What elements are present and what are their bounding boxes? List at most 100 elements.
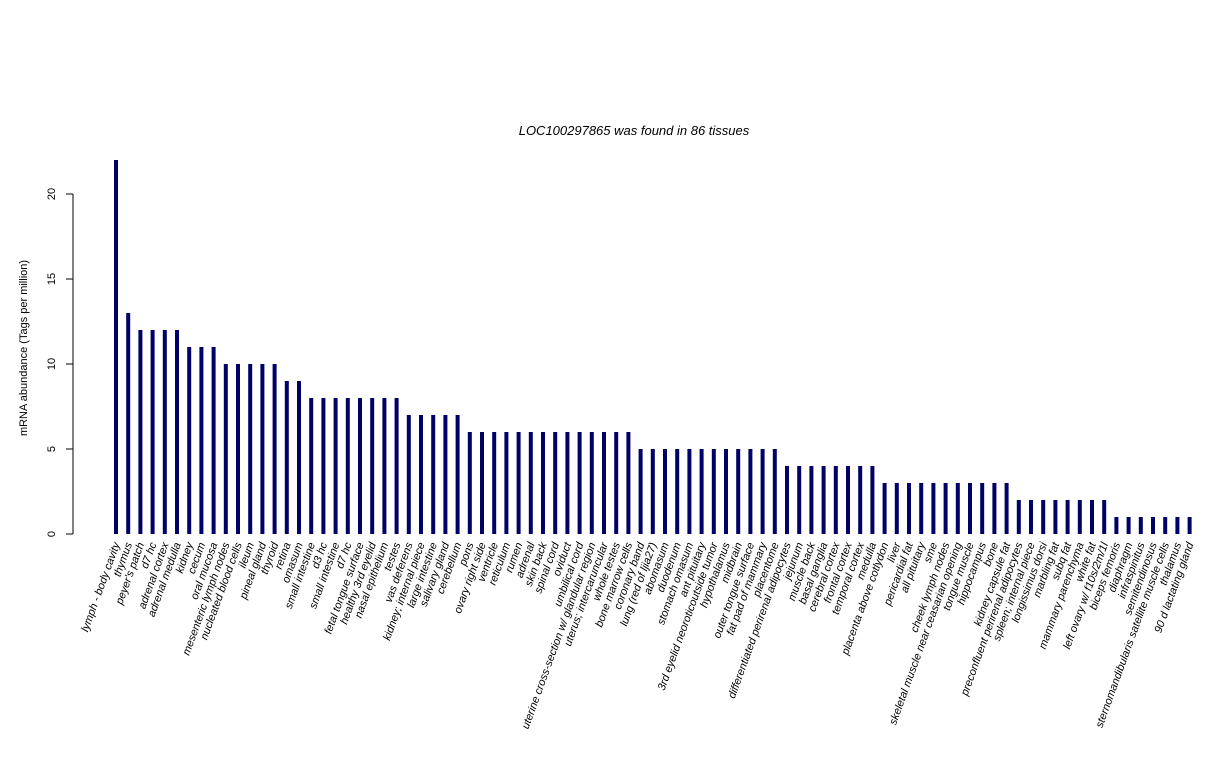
bar [126,313,131,534]
bar [455,415,460,534]
bar [565,432,570,534]
bar [980,483,985,534]
bar [541,432,545,534]
bar [223,364,228,534]
bar [602,432,606,534]
bar [748,449,753,534]
bar [321,398,326,534]
bar [272,364,277,534]
bar [943,483,948,534]
bar [955,483,960,534]
bar [480,432,484,534]
bar [162,330,167,534]
bars-group [114,160,1192,534]
bar [284,381,289,534]
bar [309,398,314,534]
bar [724,449,728,534]
bar [833,466,838,534]
bar [736,449,741,534]
bar [138,330,143,534]
bar [1102,500,1107,534]
bar [1053,500,1058,534]
bar [370,398,375,534]
bar [333,398,338,534]
bar [968,483,972,534]
y-tick-label: 15 [46,273,58,285]
bar [1126,517,1131,534]
bar [589,432,594,534]
chart-title: LOC100297865 was found in 86 tissues [519,123,750,138]
bar [650,449,655,534]
bar [638,449,643,534]
bar [1065,500,1070,534]
bar [919,483,924,534]
bar [1114,517,1119,534]
bar [699,449,704,534]
bar [211,347,216,534]
bar [431,415,436,534]
bar [931,483,936,534]
y-axis-label: mRNA abundance (Tags per million) [18,260,30,436]
bar [1029,500,1033,534]
bar [419,415,423,534]
bar [626,432,631,534]
bar [114,160,118,534]
bar [785,466,789,534]
bar [687,449,692,534]
bar [1016,500,1021,534]
bar [248,364,253,534]
bar [1041,500,1046,534]
bar [858,466,863,534]
bar [797,466,802,534]
bar [907,483,911,534]
bar [1138,517,1143,534]
bar [406,415,411,534]
bar [553,432,558,534]
bar [1175,517,1180,534]
bar [577,432,582,534]
bar [345,398,350,534]
bar [1163,517,1168,534]
bar [492,432,497,534]
bar [260,364,265,534]
bar [175,330,179,534]
bar [528,432,533,534]
bar [1004,483,1009,534]
bar [150,330,155,534]
y-tick-label: 5 [46,446,58,452]
bar [846,466,850,534]
bar [467,432,472,534]
y-tick-label: 10 [46,358,58,370]
bar [870,466,875,534]
y-axis: 0 5 10 15 20 [46,188,74,537]
bar [760,449,765,534]
bar [809,466,814,534]
bar [992,483,997,534]
bar [382,398,387,534]
x-tick-label: lymph - body cavity [79,540,123,634]
bar [297,381,301,534]
bar [236,364,240,534]
bar [772,449,777,534]
bar [443,415,448,534]
bar [663,449,667,534]
bar [614,432,619,534]
bar [711,449,716,534]
bar [821,466,826,534]
bar [1187,517,1192,534]
bar [894,483,899,534]
bar [516,432,521,534]
bar [1090,500,1094,534]
bar [504,432,509,534]
y-tick-label: 0 [46,531,58,537]
bar [358,398,362,534]
y-tick-label: 20 [46,188,58,200]
bar [1151,517,1155,534]
bar [199,347,204,534]
bar [1077,500,1082,534]
bar [394,398,399,534]
bar [187,347,192,534]
bar [882,483,887,534]
